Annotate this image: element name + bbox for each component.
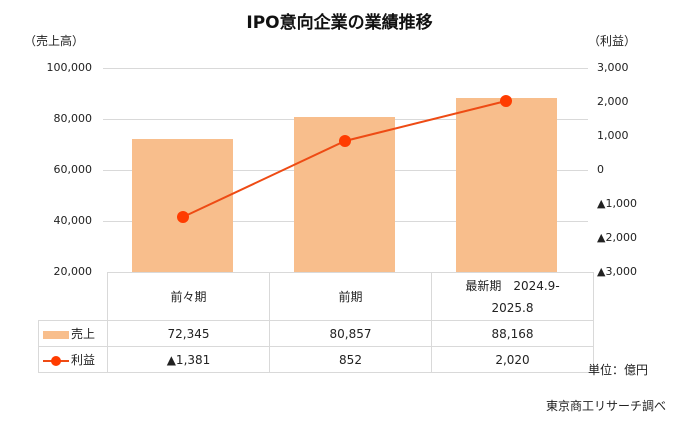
header-cell: 前々期 — [107, 272, 270, 321]
value-cell: 852 — [269, 346, 432, 373]
line-marker-legend-icon — [43, 355, 69, 366]
bar-sales-0 — [132, 139, 233, 272]
left-axis-title: （売上高） — [24, 34, 85, 48]
value-cell: 88,168 — [431, 320, 594, 347]
right-axis-title: （利益） — [588, 34, 637, 48]
chart-title: IPO意向企業の業績推移 — [246, 13, 433, 33]
bar-legend-icon — [43, 330, 69, 339]
right-tick: ▲2,000 — [597, 231, 637, 244]
profit-marker — [177, 211, 189, 223]
unit-label: 単位：億円 — [588, 363, 649, 377]
table-row-profit: 利益 ▲1,381 852 2,020 — [38, 346, 594, 373]
left-tick: 80,000 — [53, 112, 93, 125]
table-corner — [38, 272, 108, 321]
source-label: 東京商工リサーチ調べ — [546, 399, 667, 413]
right-tick: 0 — [597, 163, 604, 176]
gridline — [103, 68, 588, 69]
right-tick: 3,000 — [597, 61, 629, 74]
legend-sales: 売上 — [38, 320, 108, 347]
value-cell: 80,857 — [269, 320, 432, 347]
right-tick: 2,000 — [597, 95, 629, 108]
right-tick: 1,000 — [597, 129, 629, 142]
left-tick: 40,000 — [53, 214, 93, 227]
header-cell: 最新期 2024.9- 2025.8 — [431, 272, 594, 321]
table-row-sales: 売上 72,345 80,857 88,168 — [38, 320, 594, 347]
header-line-1: 最新期 2024.9- — [465, 278, 560, 293]
header-cell: 前期 — [269, 272, 432, 321]
left-tick: 60,000 — [53, 163, 93, 176]
data-table: 前々期 前期 最新期 2024.9- 2025.8 売上 72,345 80,8… — [38, 272, 594, 373]
right-tick: ▲1,000 — [597, 197, 637, 210]
profit-marker — [339, 135, 351, 147]
right-tick: ▲3,000 — [597, 265, 637, 278]
value-cell: 72,345 — [107, 320, 270, 347]
value-cell: ▲1,381 — [107, 346, 270, 373]
header-line-2: 2025.8 — [491, 300, 534, 315]
bar-sales-2 — [456, 98, 557, 272]
left-tick: 100,000 — [46, 61, 93, 74]
value-cell: 2,020 — [431, 346, 594, 373]
profit-marker — [500, 95, 512, 107]
legend-profit: 利益 — [38, 346, 108, 373]
